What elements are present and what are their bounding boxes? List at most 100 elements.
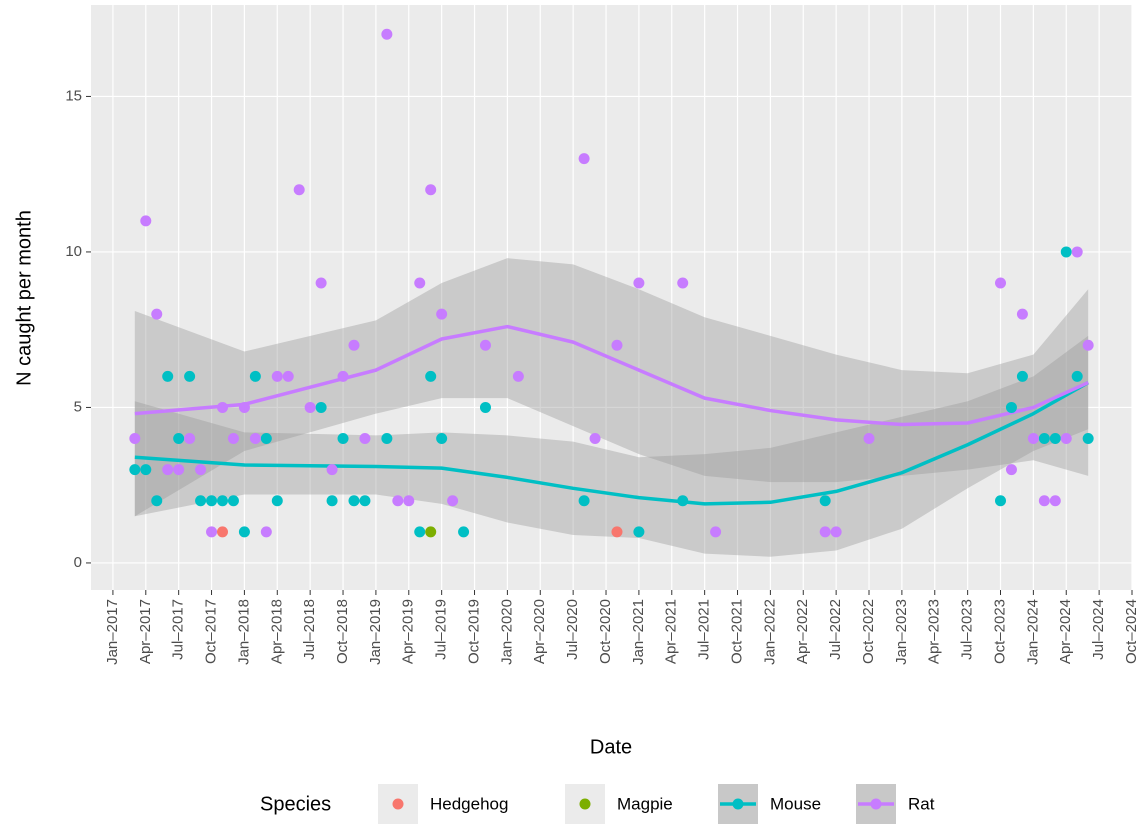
x-tick-label: Oct–2017: [203, 599, 220, 664]
y-tick-label: 5: [74, 398, 82, 415]
point: [173, 433, 185, 445]
y-axis-title: N caught per month: [13, 210, 35, 386]
point: [677, 277, 689, 289]
confidence-band: [134, 335, 1089, 557]
x-tick-label: Jul–2022: [827, 599, 844, 660]
x-tick-label: Oct–2021: [728, 599, 745, 664]
point: [1071, 246, 1083, 258]
y-tick-label: 15: [65, 87, 82, 104]
point: [414, 526, 426, 538]
point: [162, 464, 174, 476]
x-tick-label: Jul–2021: [696, 599, 713, 660]
x-tick-label: Apr–2019: [400, 599, 417, 664]
confidence-band: [134, 258, 1089, 517]
point: [227, 495, 239, 507]
point: [1082, 339, 1094, 351]
legend-title: Species: [260, 793, 331, 815]
x-tick-label: Jan–2024: [1024, 599, 1041, 665]
point: [381, 433, 393, 445]
point: [819, 495, 831, 507]
point: [238, 401, 250, 413]
point: [129, 433, 141, 445]
x-tick-label: Apr–2024: [1057, 599, 1074, 664]
x-tick-label: Jan–2017: [104, 599, 121, 665]
point: [260, 433, 272, 445]
point: [863, 433, 875, 445]
point: [458, 526, 470, 538]
point: [1016, 370, 1028, 382]
x-tick-label: Oct–2024: [1123, 599, 1140, 664]
point: [184, 433, 196, 445]
point: [206, 526, 218, 538]
point: [162, 370, 174, 382]
x-tick-label: Oct–2022: [860, 599, 877, 664]
point: [1060, 246, 1072, 258]
legend-label: Rat: [908, 794, 935, 813]
point: [425, 370, 437, 382]
point: [271, 495, 283, 507]
x-tick-label: Jan–2018: [235, 599, 252, 665]
point: [260, 526, 272, 538]
point: [293, 184, 305, 196]
legend-point: [870, 798, 882, 810]
point: [710, 526, 722, 538]
x-tick-label: Apr–2022: [794, 599, 811, 664]
point: [227, 433, 239, 445]
point: [479, 401, 491, 413]
x-tick-label: Jul–2019: [433, 599, 450, 660]
point: [1049, 433, 1061, 445]
x-tick-label: Jan–2021: [630, 599, 647, 665]
point: [282, 370, 294, 382]
legend-label: Hedgehog: [430, 794, 508, 813]
x-tick-label: Oct–2020: [597, 599, 614, 664]
x-tick-label: Apr–2023: [926, 599, 943, 664]
point: [611, 339, 623, 351]
legend-point: [732, 798, 744, 810]
point: [589, 433, 601, 445]
point: [1016, 308, 1028, 320]
point: [436, 433, 448, 445]
point: [337, 370, 349, 382]
x-tick-label: Apr–2021: [663, 599, 680, 664]
point: [348, 495, 360, 507]
x-tick-label: Jan–2022: [761, 599, 778, 665]
point: [425, 526, 437, 538]
point: [414, 277, 426, 289]
point: [359, 433, 371, 445]
point: [315, 277, 327, 289]
x-tick-label: Jul–2023: [959, 599, 976, 660]
point: [173, 464, 185, 476]
point: [447, 495, 459, 507]
point: [216, 401, 228, 413]
point: [995, 495, 1007, 507]
point: [995, 277, 1007, 289]
smooth-line: [134, 324, 1089, 427]
legend-point: [579, 798, 591, 810]
point: [479, 339, 491, 351]
point: [403, 495, 415, 507]
x-tick-label: Oct–2019: [465, 599, 482, 664]
point: [1005, 401, 1017, 413]
x-tick-label: Jan–2020: [498, 599, 515, 665]
point: [578, 495, 590, 507]
point: [1049, 495, 1061, 507]
x-tick-label: Jul–2017: [170, 599, 187, 660]
point: [819, 526, 831, 538]
legend-label: Mouse: [770, 794, 821, 813]
point: [140, 215, 152, 227]
legend-label: Magpie: [617, 794, 673, 813]
point: [633, 277, 645, 289]
point: [216, 526, 228, 538]
point: [195, 464, 207, 476]
point: [151, 308, 163, 320]
point: [238, 526, 250, 538]
point: [1060, 433, 1072, 445]
point: [1038, 495, 1050, 507]
point: [151, 495, 163, 507]
x-tick-label: Jul–2018: [301, 599, 318, 660]
x-tick-label: Oct–2018: [334, 599, 351, 664]
point: [1082, 433, 1094, 445]
point: [216, 495, 228, 507]
point: [315, 401, 327, 413]
